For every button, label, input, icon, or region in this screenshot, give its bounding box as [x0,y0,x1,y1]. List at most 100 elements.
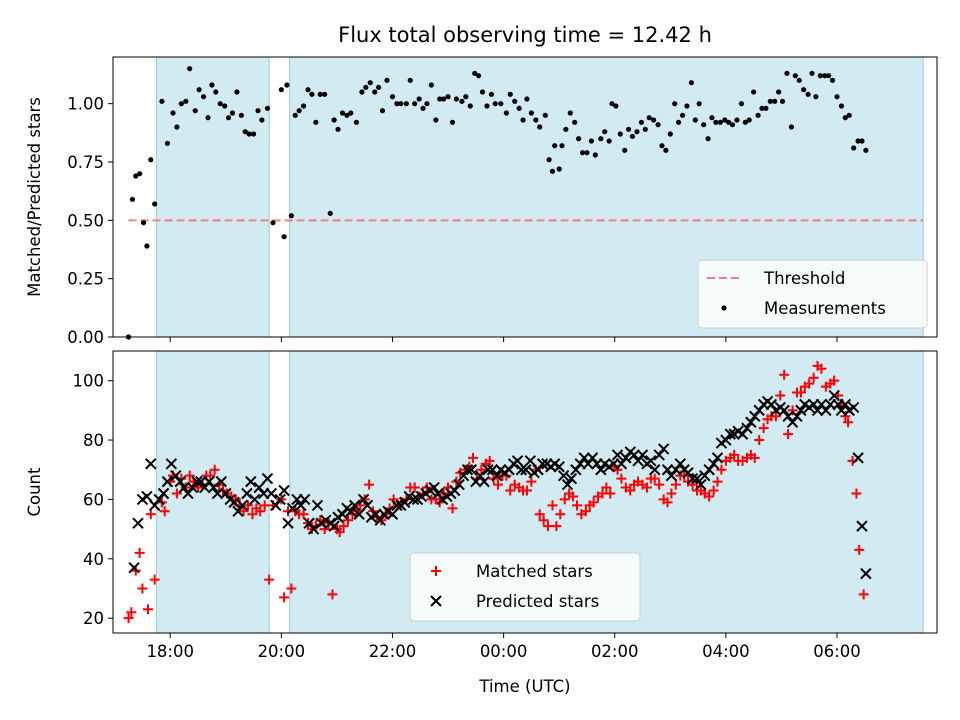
predicted-star-point [307,523,320,535]
predicted-star-point [711,452,724,464]
measurement-point [805,91,811,97]
measurement-point [507,91,513,97]
measurement-point [159,98,165,104]
predicted-star-point [699,469,711,482]
predicted-star-point [465,464,478,476]
predicted-star-point [215,475,228,488]
matched-star-point [816,363,827,374]
measurement-point [851,145,857,151]
measurement-point [133,173,139,179]
measurement-point [755,112,761,118]
measurement-point [742,119,748,125]
predicted-star-point [261,472,274,485]
matched-star-point [559,494,570,505]
predicted-star-point [357,493,370,506]
predicted-star-point [282,517,294,529]
matched-star-point [505,485,516,496]
measurement-point [292,112,298,118]
matched-star-point [616,473,627,484]
predicted-star-point [286,502,299,515]
predicted-star-point [128,561,140,574]
matched-star-point [783,429,794,440]
measurement-point [503,110,509,116]
measurement-point [270,220,276,226]
y-tick-label: 20 [83,609,104,628]
matched-star-point [843,417,854,428]
measurement-point [684,103,690,109]
matched-star-point [704,491,715,502]
matched-star-point [493,479,504,490]
measurement-point [335,126,341,132]
matched-star-point [779,369,790,380]
x-tick-label: 00:00 [480,642,528,661]
predicted-star-point [336,508,349,520]
predicted-star-point [586,452,599,464]
measurement-point [148,157,154,163]
predicted-star-point [274,493,286,506]
measurement-point [348,110,354,116]
predicted-star-point [703,464,715,476]
predicted-star-point [220,487,232,500]
matched-star-point [858,589,869,600]
legend-label: Threshold [763,269,845,288]
measurement-point [416,96,422,102]
matched-star-point [547,500,558,511]
matched-star-point [259,500,270,511]
measurement-point [629,133,636,139]
predicted-star-point [461,464,474,476]
measurement-point [389,94,396,100]
measurement-point [441,96,447,102]
predicted-star-point [582,458,594,470]
matched-star-point [555,509,566,520]
legend-label: Measurements [764,299,886,318]
predicted-star-point [482,464,494,476]
matched-star-point [649,473,660,484]
measurement-point [738,101,745,107]
measurement-point [563,126,569,132]
measurement-point [152,201,158,207]
measurement-point [317,91,323,97]
matched-star-point [795,387,806,398]
predicted-star-point [820,404,832,417]
matched-star-point [247,509,258,520]
measurement-point [367,80,373,86]
measurement-point [309,91,315,97]
predicted-star-point [348,499,361,512]
predicted-star-point [745,416,757,428]
measurement-point [709,115,715,121]
predicted-star-point [645,455,657,467]
measurement-point [817,73,823,79]
predicted-star-point [345,505,357,518]
measurement-point [512,98,518,104]
predicted-star-point [241,487,253,500]
measurement-point [288,213,294,219]
measurement-point [296,108,302,114]
predicted-star-point [686,472,699,485]
matched-star-point [588,497,599,508]
x-axis-label: Time (UTC) [478,677,570,696]
y-tick-label: 0.50 [67,211,104,230]
measurement-point [659,143,665,149]
predicted-star-point [278,484,290,497]
matched-star-point [205,470,216,481]
x-tick-label: 20:00 [258,642,306,661]
measurement-point [492,101,498,107]
matched-star-point [327,589,338,600]
predicted-star-point [661,464,674,476]
measurement-point [394,101,400,107]
measurement-point [655,122,661,128]
predicted-star-point [532,464,544,476]
measurement-point [696,101,702,107]
measurement-point [679,112,686,118]
measurement-point [217,101,223,107]
predicted-star-point [557,469,570,482]
measurement-point [634,129,640,135]
measurement-point [322,91,328,97]
predicted-star-point [860,567,872,580]
y-tick-label: 40 [83,550,104,569]
predicted-star-point [486,464,499,476]
measurement-point [746,117,752,123]
y-tick-label: 80 [83,431,104,450]
y-tick-label: 0.25 [67,270,104,289]
measurement-point [751,89,757,95]
